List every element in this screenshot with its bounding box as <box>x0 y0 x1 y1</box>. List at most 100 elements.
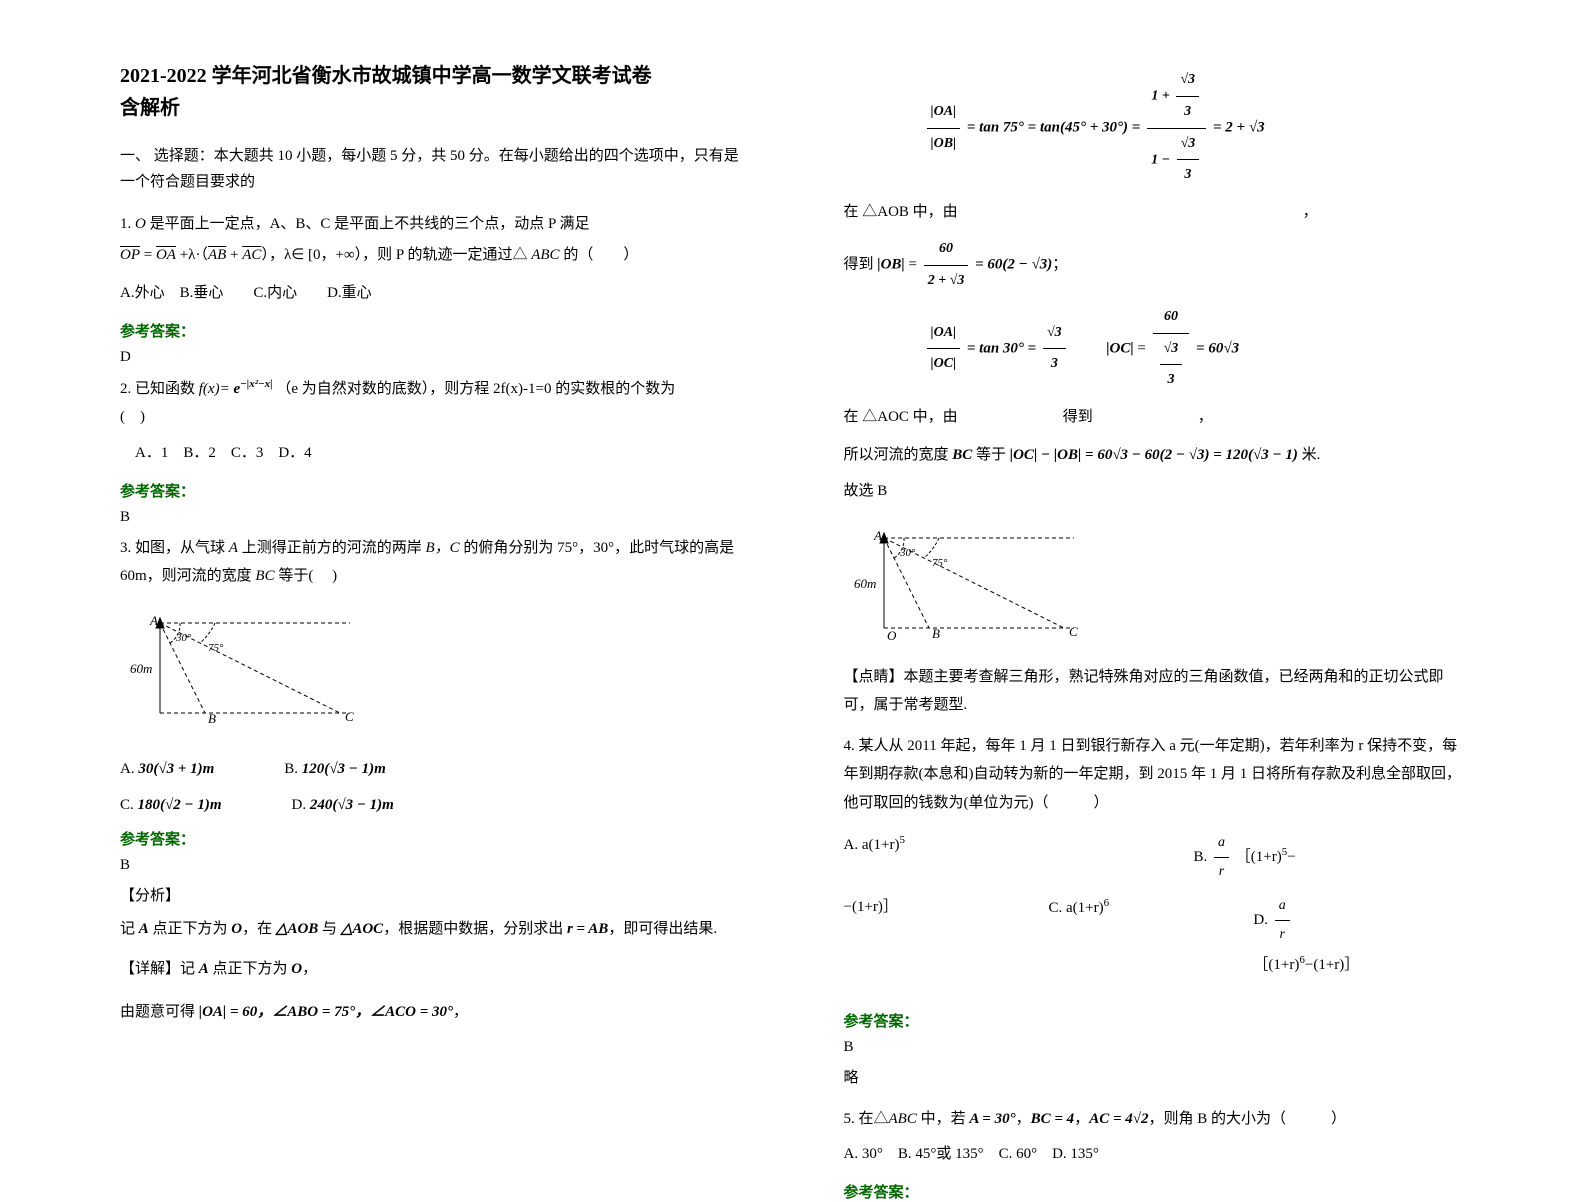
geom2-label-b: B <box>932 626 940 641</box>
geom1-label-c: C <box>345 709 354 724</box>
geom2-label-60m: 60m <box>854 576 876 591</box>
question-4: 4. 某人从 2011 年起，每年 1 月 1 日到银行新存入 a 元(一年定期… <box>844 732 1468 818</box>
q1-options: A.外心 B.垂心 C.内心 D.重心 <box>120 278 744 308</box>
question-1: 1. O 是平面上一定点，A、B、C 是平面上不共线的三个点，动点 P 满足 O… <box>120 210 744 308</box>
q4-row1: A. a(1+r)5 B. ar ［(1+r)5− <box>844 829 1468 886</box>
geom1-label-30: 30° <box>175 632 192 644</box>
geom2-label-c: C <box>1069 624 1078 639</box>
q5-prefix: 5. 在△ <box>844 1111 889 1127</box>
q4-brief: 略 <box>844 1064 1468 1093</box>
question-2: 2. 已知函数 f(x)= e−|x²−x| （e 为自然对数的底数），则方程 … <box>120 374 744 468</box>
q4-optB-p2: −(1+r)］ <box>844 899 898 915</box>
q3-an5: ，即可得出结果. <box>608 921 717 937</box>
geom1-label-75: 75° <box>208 642 224 654</box>
geom1-label-60m: 60m <box>130 661 152 676</box>
q3-an3: 与 <box>318 921 341 937</box>
q4-C-label: C. <box>1048 900 1066 916</box>
q3-answer-label: 参考答案： <box>120 828 744 849</box>
q3-optC: 180(√2 − 1)m <box>138 797 222 813</box>
den2sqrt3: 2 + √3 <box>924 266 969 297</box>
one-plus: 1 + <box>1151 89 1169 104</box>
q5-abc: ABC <box>889 1111 917 1127</box>
q1-rel: ，λ∈ [0，+∞），则 P 的轨迹一定通过△ <box>269 247 528 263</box>
q4-optB-sup1: 5 <box>1282 846 1288 858</box>
q3-D-label: D. <box>292 797 310 813</box>
q1-answer: D <box>120 349 744 366</box>
q2-answer-label: 参考答案： <box>120 480 744 501</box>
question-5: 5. 在△ABC 中，若 A = 30°，BC = 4，AC = 4√2，则角 … <box>844 1105 1468 1170</box>
width-mid: 等于 <box>972 447 1006 463</box>
tan30-eq: = tan 30° = <box>967 340 1036 356</box>
oc-abs: |OC| <box>1106 340 1133 356</box>
q5-mid: 中，若 <box>917 1111 970 1127</box>
q3-A-label: A. <box>120 761 138 777</box>
page-title: 2021-2022 学年河北省衡水市故城镇中学高一数学文联考试卷 含解析 <box>120 60 744 124</box>
q4-optC: a(1+r) <box>1066 900 1104 916</box>
geometry-figure-2: A 60m O B C 30° 75° <box>844 528 1104 648</box>
q3-options-row2: C. 180(√2 − 1)m D. 240(√3 − 1)m <box>120 790 744 820</box>
oc-eq: = 60√3 <box>1196 340 1239 356</box>
q5-suffix: ，则角 B 的大小为（ ） <box>1149 1111 1347 1127</box>
q3-b3: 等于( ) <box>275 568 338 584</box>
width-body: |OC| − |OB| = 60√3 − 60(2 − √3) = 120(√3… <box>1010 447 1302 463</box>
q4-optA-sup: 5 <box>899 834 905 846</box>
q4-answer-label: 参考答案： <box>844 1010 1468 1031</box>
sqrt3-b: √3 <box>1177 129 1200 161</box>
q3-eq1-body: |OA| = 60，∠ABO = 75°，∠ACO = 30° <box>199 1004 453 1020</box>
q4-A-label: A. <box>844 837 862 853</box>
frac-oa2: |OA| <box>927 318 961 350</box>
aob-line: 在 △AOB 中，由 ， <box>844 196 1468 229</box>
frac-ob1: |OB| <box>927 129 961 160</box>
geom2-label-a: A <box>873 528 882 543</box>
q3-B-label: B. <box>284 761 302 777</box>
q1-fixed: 是平面上一定点，A、B、C 是平面上不共线的三个点，动点 P 满足 <box>150 216 590 232</box>
sqrt3-c: √3 <box>1043 318 1066 350</box>
geom2-label-30: 30° <box>899 547 916 559</box>
q3-optB: 120(√3 − 1)m <box>302 761 386 777</box>
q1-rel2: 的（ ） <box>560 247 639 263</box>
q4-answer: B <box>844 1039 1468 1056</box>
ob-eq: = 60(2 − √3) <box>975 257 1052 273</box>
q4-optB-p1: ［(1+r) <box>1232 849 1282 865</box>
aoc-line: 在 △AOC 中，由 得到 ， <box>844 401 1468 434</box>
q5-options: A. 30° B. 45°或 135° C. 60° D. 135° <box>844 1139 1468 1169</box>
width-result: 所以河流的宽度 BC 等于 |OC| − |OB| = 60√3 − 60(2 … <box>844 439 1468 472</box>
q5-AC42: AC = 4√2 <box>1089 1111 1148 1127</box>
width-prefix: 所以河流的宽度 <box>844 447 953 463</box>
q3-answer: B <box>120 857 744 874</box>
q3-an4: ，根据题中数据，分别求出 <box>383 921 567 937</box>
get-ob: 得到 <box>844 257 874 273</box>
q4-optC-sup: 6 <box>1104 897 1110 909</box>
eq2sqrt3: = 2 + √3 <box>1213 120 1265 136</box>
q3-prefix: 3. 如图，从气球 <box>120 540 229 556</box>
three-b: 3 <box>1177 160 1200 191</box>
aob-text: 在 △AOB 中，由 <box>844 204 958 220</box>
three-d: 3 <box>1160 365 1183 396</box>
geom2-label-75: 75° <box>932 557 948 569</box>
q3-detail: 【详解】记 A 点正下方为 O， <box>120 955 744 984</box>
num60: 60 <box>924 234 969 266</box>
q4-optD-p1: ［(1+r) <box>1253 957 1299 973</box>
get-oc: 得到 <box>1063 409 1093 425</box>
comment: 【点睛】本题主要考查解三角形，熟记特殊角对应的三角函数值，已经两角和的正切公式即… <box>844 663 1468 720</box>
q5-A30: A = 30° <box>969 1111 1015 1127</box>
q1-formula: OP = OA +λ·（AB + AC），λ∈ [0，+∞），则 P 的轨迹一定… <box>120 247 638 263</box>
q3-options-row1: A. 30(√3 + 1)m B. 120(√3 − 1)m <box>120 754 744 784</box>
q3-an1: 点正下方为 <box>149 921 228 937</box>
left-column: 2021-2022 学年河北省衡水市故城镇中学高一数学文联考试卷 含解析 一、 … <box>100 60 764 1062</box>
q4-optA: a(1+r) <box>862 837 900 853</box>
aoc-text: 在 △AOC 中，由 <box>844 409 958 425</box>
tan75-formula: |OA| |OB| = tan 75° = tan(45° + 30°) = 1… <box>844 65 1468 191</box>
q3-detail-label: 【详解】记 <box>120 961 195 977</box>
q4-D-label: D. <box>1253 912 1271 928</box>
tan30-formula: |OA| |OC| = tan 30° = √3 3 |OC| = 60 √33… <box>844 302 1468 396</box>
q2-prefix: 2. 已知函数 <box>120 381 199 397</box>
three-c: 3 <box>1043 349 1066 380</box>
tan75-eq: = tan 75° = tan(45° + 30°) = <box>967 120 1140 136</box>
q3-b1: 上测得正前方的河流的两岸 <box>238 540 426 556</box>
geom1-label-a: A <box>149 613 158 628</box>
question-3: 3. 如图，从气球 A 上测得正前方的河流的两岸 B，C 的俯角分别为 75°，… <box>120 534 744 591</box>
geom2-label-o: O <box>887 628 897 643</box>
q2-answer: B <box>120 509 744 526</box>
num60b: 60 <box>1153 302 1190 334</box>
